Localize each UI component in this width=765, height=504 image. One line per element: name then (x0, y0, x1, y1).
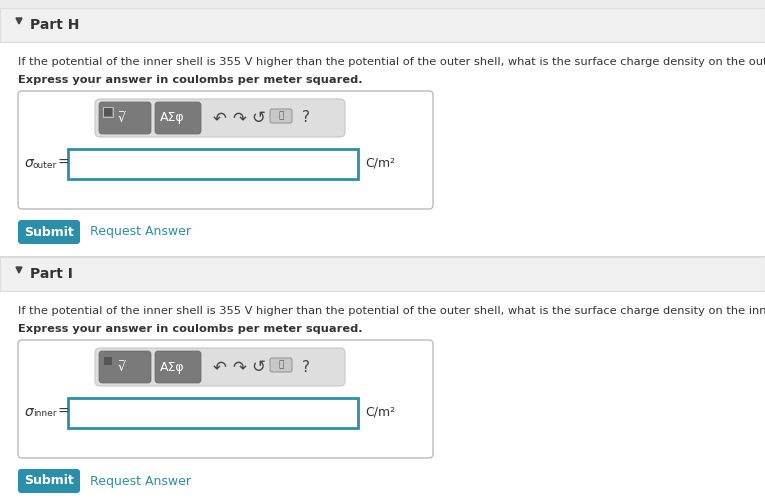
Bar (0, 256, 765, 257)
Polygon shape (16, 267, 22, 273)
Text: inner: inner (33, 409, 57, 418)
Text: If the potential of the inner shell is 355 V higher than the potential of the ou: If the potential of the inner shell is 3… (18, 57, 765, 67)
Bar (0, 42, 765, 257)
Polygon shape (16, 18, 22, 24)
Text: ↶: ↶ (213, 358, 227, 376)
Text: Express your answer in coulombs per meter squared.: Express your answer in coulombs per mete… (18, 75, 363, 85)
Bar (68, 149, 358, 179)
FancyBboxPatch shape (18, 469, 80, 493)
FancyBboxPatch shape (99, 351, 151, 383)
Text: AΣφ: AΣφ (160, 111, 184, 124)
Bar (0, 0, 765, 8)
Text: Part H: Part H (30, 18, 80, 32)
Text: AΣφ: AΣφ (160, 360, 184, 373)
Text: ↷: ↷ (232, 358, 246, 376)
Text: C/m²: C/m² (365, 157, 396, 169)
FancyBboxPatch shape (18, 340, 433, 458)
Bar (0, 8, 765, 42)
FancyBboxPatch shape (155, 351, 201, 383)
Bar (68, 398, 358, 428)
FancyBboxPatch shape (95, 99, 345, 137)
FancyBboxPatch shape (270, 109, 292, 123)
Text: If the potential of the inner shell is 355 V higher than the potential of the ou: If the potential of the inner shell is 3… (18, 306, 765, 316)
Bar (0, 257, 765, 291)
Text: ⎕: ⎕ (278, 360, 284, 369)
FancyBboxPatch shape (18, 91, 433, 209)
Text: C/m²: C/m² (365, 406, 396, 418)
Text: √: √ (118, 360, 126, 373)
FancyBboxPatch shape (18, 220, 80, 244)
Bar (104, 108, 112, 116)
FancyBboxPatch shape (99, 102, 151, 134)
Text: ?: ? (302, 359, 310, 374)
Text: ↶: ↶ (213, 109, 227, 127)
Text: σ: σ (25, 405, 34, 419)
Text: outer: outer (33, 160, 57, 169)
Text: Request Answer: Request Answer (90, 474, 191, 487)
Text: Request Answer: Request Answer (90, 225, 191, 238)
Bar (103, 107, 113, 117)
Bar (104, 357, 112, 365)
Text: Submit: Submit (24, 474, 74, 487)
Bar (0, 291, 765, 504)
Bar (103, 107, 113, 117)
FancyBboxPatch shape (270, 358, 292, 372)
Text: ↺: ↺ (251, 358, 265, 376)
Text: ⎕: ⎕ (278, 111, 284, 120)
Text: ?: ? (302, 110, 310, 125)
Text: =: = (58, 405, 70, 419)
Text: Express your answer in coulombs per meter squared.: Express your answer in coulombs per mete… (18, 324, 363, 334)
FancyBboxPatch shape (95, 348, 345, 386)
Text: ↺: ↺ (251, 109, 265, 127)
Text: Part I: Part I (30, 267, 73, 281)
Text: √: √ (118, 111, 126, 124)
FancyBboxPatch shape (155, 102, 201, 134)
Text: σ: σ (25, 156, 34, 170)
Text: Submit: Submit (24, 225, 74, 238)
Text: =: = (58, 156, 70, 170)
Text: ↷: ↷ (232, 109, 246, 127)
